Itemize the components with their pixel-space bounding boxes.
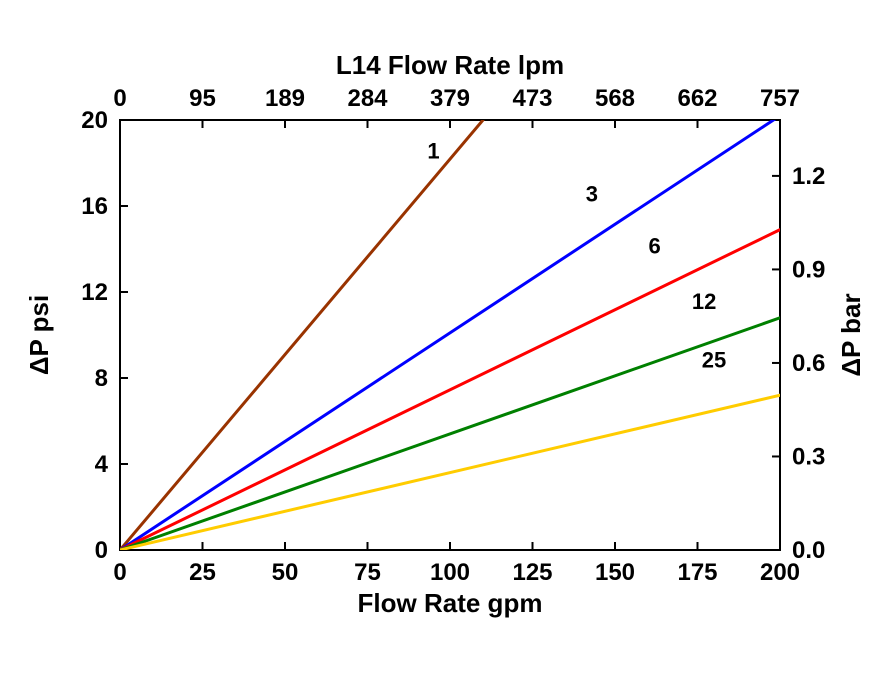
chart-container: 0255075100125150175200Flow Rate gpm09518… bbox=[0, 0, 884, 684]
ytick-left-label: 12 bbox=[81, 279, 108, 306]
chart-svg: 0255075100125150175200Flow Rate gpm09518… bbox=[0, 0, 884, 684]
x-bottom-title: Flow Rate gpm bbox=[358, 588, 543, 618]
ytick-right-label: 1.2 bbox=[792, 163, 825, 190]
xtick-top-label: 662 bbox=[677, 85, 717, 112]
ytick-right-label: 0.0 bbox=[792, 537, 825, 564]
xtick-bottom-label: 25 bbox=[189, 559, 216, 586]
ytick-left-label: 20 bbox=[81, 107, 108, 134]
xtick-bottom-label: 125 bbox=[512, 559, 552, 586]
xtick-bottom-label: 50 bbox=[272, 559, 299, 586]
series-label-1: 1 bbox=[427, 139, 439, 164]
ytick-right-label: 0.3 bbox=[792, 443, 825, 470]
y-left-title: ΔP psi bbox=[24, 295, 54, 375]
ytick-right-label: 0.9 bbox=[792, 256, 825, 283]
xtick-bottom-label: 175 bbox=[677, 559, 717, 586]
y-right-title: ΔP bar bbox=[836, 293, 866, 376]
xtick-top-label: 757 bbox=[760, 85, 800, 112]
xtick-top-label: 284 bbox=[347, 85, 388, 112]
ytick-left-label: 0 bbox=[95, 537, 108, 564]
ytick-left-label: 8 bbox=[95, 365, 108, 392]
ytick-left-label: 16 bbox=[81, 193, 108, 220]
xtick-top-label: 0 bbox=[113, 85, 126, 112]
xtick-bottom-label: 75 bbox=[354, 559, 381, 586]
xtick-bottom-label: 100 bbox=[430, 559, 470, 586]
xtick-top-label: 189 bbox=[265, 85, 305, 112]
xtick-top-label: 379 bbox=[430, 85, 470, 112]
xtick-top-label: 473 bbox=[512, 85, 552, 112]
xtick-bottom-label: 0 bbox=[113, 559, 126, 586]
xtick-bottom-label: 150 bbox=[595, 559, 635, 586]
series-label-6: 6 bbox=[648, 233, 660, 258]
series-label-12: 12 bbox=[692, 289, 716, 314]
xtick-top-label: 568 bbox=[595, 85, 635, 112]
series-label-3: 3 bbox=[586, 182, 598, 207]
x-top-title: L14 Flow Rate lpm bbox=[336, 50, 564, 80]
ytick-left-label: 4 bbox=[95, 451, 109, 478]
ytick-right-label: 0.6 bbox=[792, 350, 825, 377]
xtick-top-label: 95 bbox=[189, 85, 216, 112]
series-label-25: 25 bbox=[702, 347, 726, 372]
